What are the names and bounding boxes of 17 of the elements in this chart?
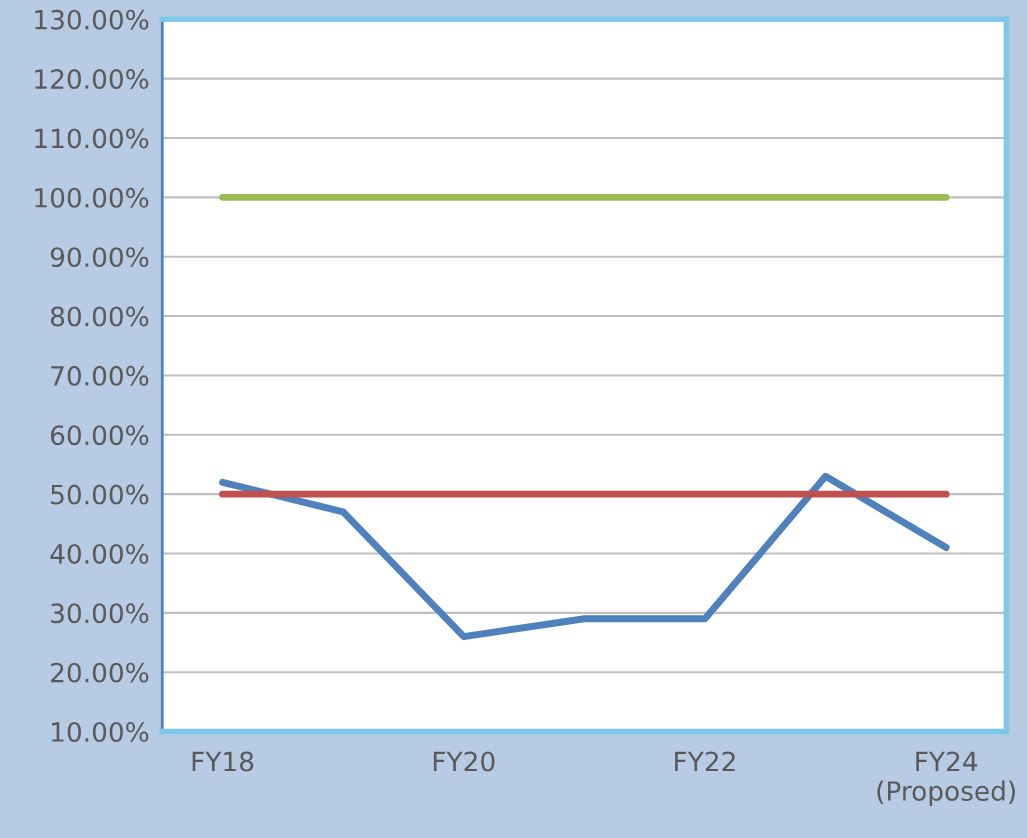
- y-tick-label: 70.00%: [51, 365, 149, 386]
- y-tick-label: 100.00%: [35, 187, 149, 208]
- y-tick-label: 10.00%: [52, 722, 149, 742]
- y-tick-label: 90.00%: [50, 247, 149, 268]
- y-tick-label: 50.00%: [51, 484, 149, 505]
- x-tick-label: FY18: [192, 751, 254, 772]
- x-tick-label: FY24 (Proposed): [877, 751, 1015, 807]
- y-tick-label: 130.00%: [35, 9, 149, 30]
- y-tick-label: 60.00%: [50, 425, 149, 446]
- x-tick-label: FY20: [433, 751, 495, 772]
- y-tick-label: 40.00%: [50, 543, 149, 564]
- y-tick-label: 120.00%: [35, 69, 149, 90]
- y-tick-label: 80.00%: [50, 306, 149, 327]
- y-tick-label: 30.00%: [51, 603, 149, 624]
- x-tick-label: FY22: [675, 751, 735, 772]
- y-tick-label: 110.00%: [35, 128, 149, 149]
- y-tick-label: 20.00%: [51, 662, 149, 683]
